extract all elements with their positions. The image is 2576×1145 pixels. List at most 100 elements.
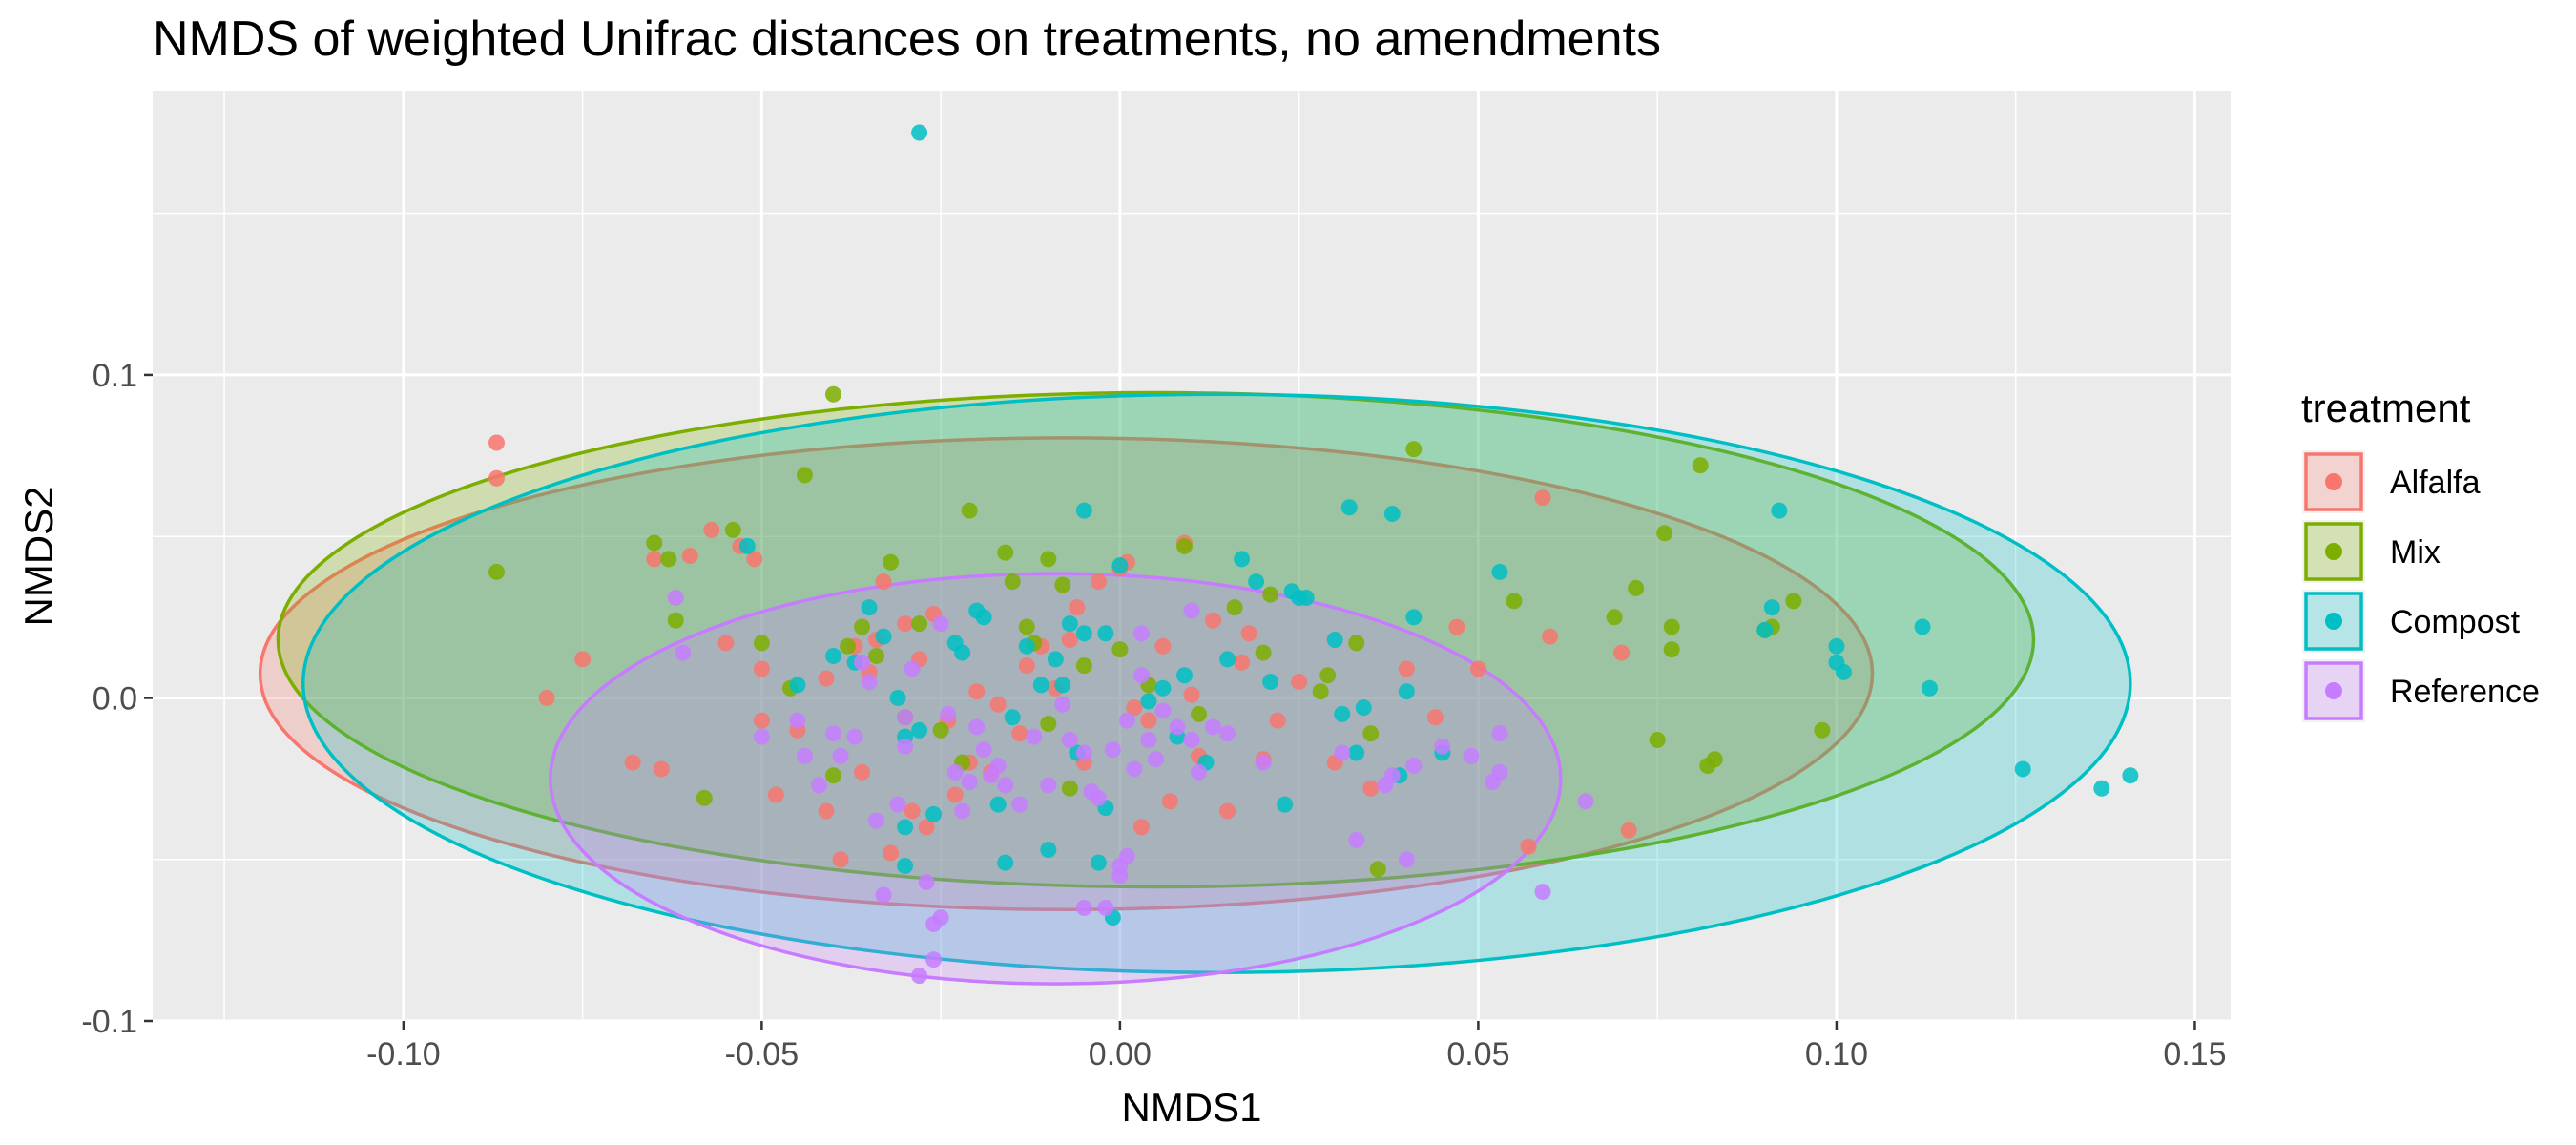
point-reference xyxy=(1140,731,1157,748)
point-compost xyxy=(1248,573,1265,591)
point-reference xyxy=(1183,602,1200,619)
point-reference xyxy=(667,590,684,607)
legend-title: treatment xyxy=(2301,385,2471,430)
point-reference xyxy=(1405,758,1423,775)
point-compost xyxy=(1054,677,1071,694)
y-tick-label: -0.1 xyxy=(81,1004,137,1040)
point-mix xyxy=(1004,573,1021,591)
point-mix xyxy=(824,767,841,784)
point-reference xyxy=(1090,789,1107,806)
point-alfalfa xyxy=(1448,618,1465,635)
point-compost xyxy=(1348,744,1365,761)
point-mix xyxy=(883,553,900,571)
point-alfalfa xyxy=(1398,660,1415,677)
point-compost xyxy=(1032,677,1049,694)
legend-label: Alfalfa xyxy=(2390,465,2481,501)
point-reference xyxy=(1398,851,1415,868)
point-reference xyxy=(1334,744,1351,761)
point-compost xyxy=(925,805,943,822)
point-reference xyxy=(875,886,892,904)
point-reference xyxy=(1383,767,1401,784)
point-reference xyxy=(1577,793,1594,810)
point-alfalfa xyxy=(681,548,698,564)
point-mix xyxy=(796,467,813,484)
point-mix xyxy=(1663,618,1680,635)
point-reference xyxy=(932,909,949,926)
point-alfalfa xyxy=(918,819,935,836)
point-reference xyxy=(1075,744,1092,761)
point-reference xyxy=(1434,738,1451,755)
point-compost xyxy=(1763,599,1780,616)
point-mix xyxy=(868,647,885,664)
point-compost xyxy=(1355,699,1372,717)
point-alfalfa xyxy=(1542,628,1559,645)
point-mix xyxy=(753,635,770,652)
point-alfalfa xyxy=(624,754,641,771)
data-points xyxy=(488,124,2139,985)
point-mix xyxy=(1785,593,1802,610)
point-mix xyxy=(911,615,928,633)
x-tick-label: -0.05 xyxy=(725,1036,800,1072)
point-compost xyxy=(1175,667,1193,684)
point-mix xyxy=(1262,586,1279,603)
point-alfalfa xyxy=(854,763,871,781)
legend-item-mix: Mix xyxy=(2302,520,2441,583)
point-reference xyxy=(1075,900,1092,917)
point-compost xyxy=(1771,502,1788,519)
point-compost xyxy=(2093,780,2110,797)
point-mix xyxy=(646,534,663,552)
point-reference xyxy=(889,796,906,813)
point-mix xyxy=(1606,609,1623,626)
point-mix xyxy=(1226,599,1243,616)
point-reference xyxy=(1126,760,1143,778)
point-alfalfa xyxy=(753,712,770,729)
point-compost xyxy=(897,858,914,874)
point-mix xyxy=(1369,861,1386,878)
point-reference xyxy=(897,738,914,755)
point-alfalfa xyxy=(1469,660,1486,677)
point-mix xyxy=(997,544,1014,561)
ellipse-reference xyxy=(549,572,1563,986)
point-reference xyxy=(932,615,949,633)
point-compost xyxy=(824,647,841,664)
point-compost xyxy=(1922,679,1939,697)
point-alfalfa xyxy=(832,851,849,868)
point-mix xyxy=(1405,441,1423,458)
point-reference xyxy=(1534,884,1551,901)
point-alfalfa xyxy=(883,844,900,862)
point-alfalfa xyxy=(646,551,663,568)
point-mix xyxy=(1656,525,1673,542)
point-mix xyxy=(1649,731,1666,748)
point-reference xyxy=(1011,796,1028,813)
point-alfalfa xyxy=(488,469,505,487)
point-mix xyxy=(1018,618,1035,635)
point-compost xyxy=(1334,705,1351,722)
point-mix xyxy=(1628,579,1645,596)
point-compost xyxy=(889,689,906,706)
y-tick-label: 0.0 xyxy=(93,680,137,717)
point-compost xyxy=(1828,637,1845,655)
legend-key-point xyxy=(2325,682,2342,699)
point-compost xyxy=(1405,609,1423,626)
point-mix xyxy=(1054,576,1071,593)
point-reference xyxy=(1348,831,1365,848)
point-alfalfa xyxy=(1534,489,1551,507)
point-reference xyxy=(1054,696,1071,713)
point-mix xyxy=(854,618,871,635)
point-alfalfa xyxy=(717,635,735,652)
point-compost xyxy=(1340,499,1358,516)
legend-item-alfalfa: Alfalfa xyxy=(2302,450,2481,513)
point-alfalfa xyxy=(968,683,986,700)
point-compost xyxy=(738,537,756,554)
point-reference xyxy=(1255,754,1272,771)
point-alfalfa xyxy=(1291,674,1308,691)
point-alfalfa xyxy=(1061,632,1078,649)
legend-key-box xyxy=(2304,592,2363,651)
point-alfalfa xyxy=(574,651,592,668)
y-axis-title: NMDS2 xyxy=(16,486,61,626)
point-compost xyxy=(989,796,1007,813)
point-compost xyxy=(1262,674,1279,691)
point-alfalfa xyxy=(1132,819,1150,836)
point-reference xyxy=(1097,900,1114,917)
point-reference xyxy=(918,873,935,890)
